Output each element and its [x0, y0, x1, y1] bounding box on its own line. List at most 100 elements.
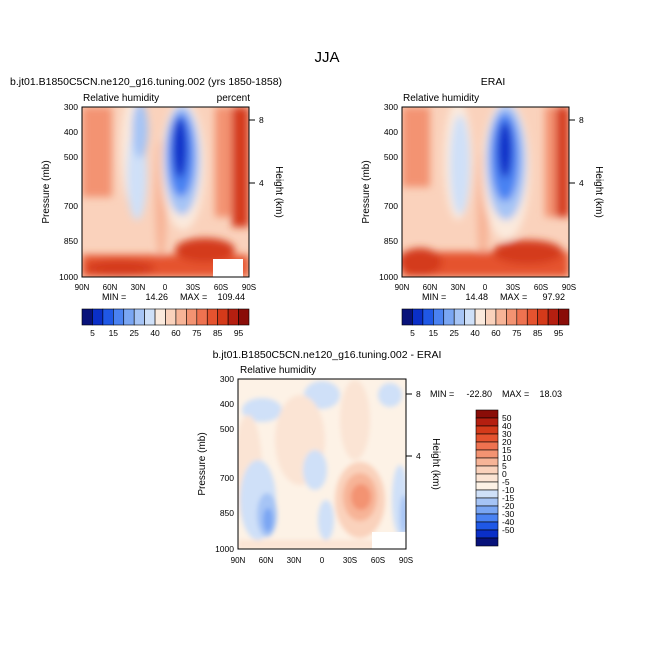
panel-diff-title: b.jt01.B1850C5CN.ne120_g16.tuning.002 - … [213, 349, 442, 361]
colorbar-swatch [92, 308, 104, 326]
colorbar-label: 5 [502, 461, 507, 471]
colorbar-swatch [133, 308, 145, 326]
y-tick: 1000 [215, 544, 234, 554]
x-tick: 0 [163, 283, 168, 292]
colorbar-label: 30 [502, 429, 512, 439]
colorbar-label: 15 [429, 328, 439, 338]
panel-erai-y2-axis: 8 4 [569, 115, 584, 188]
colorbar-label: 25 [129, 328, 139, 338]
panel-model: b.jt01.B1850C5CN.ne120_g16.tuning.002 (y… [10, 76, 284, 338]
y-tick: 1000 [379, 272, 398, 282]
colorbar-swatch [475, 481, 499, 491]
colorbar-swatch [102, 308, 114, 326]
colorbar-swatch [475, 457, 499, 467]
colorbar-swatch [433, 308, 445, 326]
colorbar-swatch [475, 417, 499, 427]
max-value: 97.92 [542, 292, 565, 302]
y-tick: 300 [384, 102, 398, 112]
colorbar-label: 60 [171, 328, 181, 338]
colorbar-swatch [475, 433, 499, 443]
x-tick: 60S [534, 283, 548, 292]
y2-tick: 8 [579, 115, 584, 125]
colorbar-swatch [196, 308, 208, 326]
colorbar-swatch [475, 449, 499, 459]
min-value: -22.80 [466, 389, 492, 399]
colorbar-swatch [81, 308, 93, 326]
panel-erai-field [402, 107, 569, 277]
panel-model-variable: Relative humidity [83, 93, 159, 104]
colorbar-swatch [475, 425, 499, 435]
colorbar-swatch [238, 308, 250, 326]
y2-tick: 4 [416, 451, 421, 461]
colorbar-swatch [485, 308, 497, 326]
colorbar-swatch [475, 465, 499, 475]
colorbar-swatch [154, 308, 166, 326]
colorbar-label: 75 [192, 328, 202, 338]
panel-erai-stats: MIN = 14.48 MAX = 97.92 [422, 292, 565, 302]
colorbar-swatch [144, 308, 156, 326]
panel-model-y2label: Height (km) [273, 166, 284, 218]
colorbar-swatch [227, 308, 239, 326]
y-tick: 700 [384, 201, 398, 211]
panel-model-units: percent [217, 93, 251, 104]
colorbar-swatch [175, 308, 187, 326]
colorbar-swatch [475, 489, 499, 499]
x-tick: 90S [562, 283, 576, 292]
colorbar-label: -15 [502, 493, 515, 503]
colorbar-label: 5 [410, 328, 415, 338]
colorbar-label: -20 [502, 501, 515, 511]
colorbar-swatch [474, 308, 486, 326]
y-tick: 500 [384, 152, 398, 162]
y-tick: 850 [64, 236, 78, 246]
colorbar-swatch [475, 473, 499, 483]
colorbar-label: 0 [502, 469, 507, 479]
colorbar-label: -5 [502, 477, 510, 487]
colorbar-swatch [412, 308, 424, 326]
colorbar-swatch [475, 521, 499, 531]
panel-erai-variable: Relative humidity [403, 93, 479, 104]
x-tick: 30N [287, 556, 302, 565]
x-tick: 30N [131, 283, 146, 292]
min-label: MIN = [422, 292, 446, 302]
y-tick: 400 [384, 127, 398, 137]
y2-tick: 8 [259, 115, 264, 125]
panel-diff-stats: MIN = -22.80 MAX = 18.03 [430, 389, 562, 399]
colorbar-label: 10 [502, 453, 512, 463]
colorbar-label: 85 [213, 328, 223, 338]
colorbar-swatch [443, 308, 455, 326]
colorbar-label: 40 [470, 328, 480, 338]
colorbar-label: 60 [491, 328, 501, 338]
panel-model-field [82, 107, 249, 277]
panel-model-title: b.jt01.B1850C5CN.ne120_g16.tuning.002 (y… [10, 76, 282, 88]
colorbar-swatch [475, 529, 499, 539]
colorbar-swatch [217, 308, 229, 326]
colorbar-label: 40 [502, 421, 512, 431]
y-tick: 300 [220, 374, 234, 384]
x-tick: 90S [242, 283, 256, 292]
colorbar-swatch [475, 537, 499, 547]
max-value: 18.03 [539, 389, 562, 399]
colorbar-label: 95 [554, 328, 564, 338]
colorbar-swatch [547, 308, 559, 326]
y-tick: 400 [220, 399, 234, 409]
panel-model-colorbar: 5 15 25 40 60 75 85 95 [81, 308, 250, 338]
x-tick: 0 [320, 556, 325, 565]
x-tick: 30S [506, 283, 520, 292]
colorbar-label: -50 [502, 525, 515, 535]
panel-diff-field [238, 379, 406, 549]
colorbar-label: -10 [502, 485, 515, 495]
panel-model-x-axis: 90N 60N 30N 0 30S 60S 90S [75, 283, 256, 292]
colorbar-label: 15 [109, 328, 119, 338]
max-label: MAX = [180, 292, 207, 302]
colorbar-swatch [537, 308, 549, 326]
colorbar-swatch [475, 513, 499, 523]
panel-diff-y2-axis: 8 4 [406, 389, 421, 461]
y-tick: 700 [220, 473, 234, 483]
colorbar-swatch [495, 308, 507, 326]
colorbar-label: 15 [502, 445, 512, 455]
panel-model-y-axis: 300 400 500 700 850 1000 [59, 102, 78, 282]
panel-diff-variable: Relative humidity [240, 365, 316, 376]
x-tick: 90N [75, 283, 90, 292]
x-tick: 60N [423, 283, 438, 292]
max-value: 109.44 [217, 292, 245, 302]
